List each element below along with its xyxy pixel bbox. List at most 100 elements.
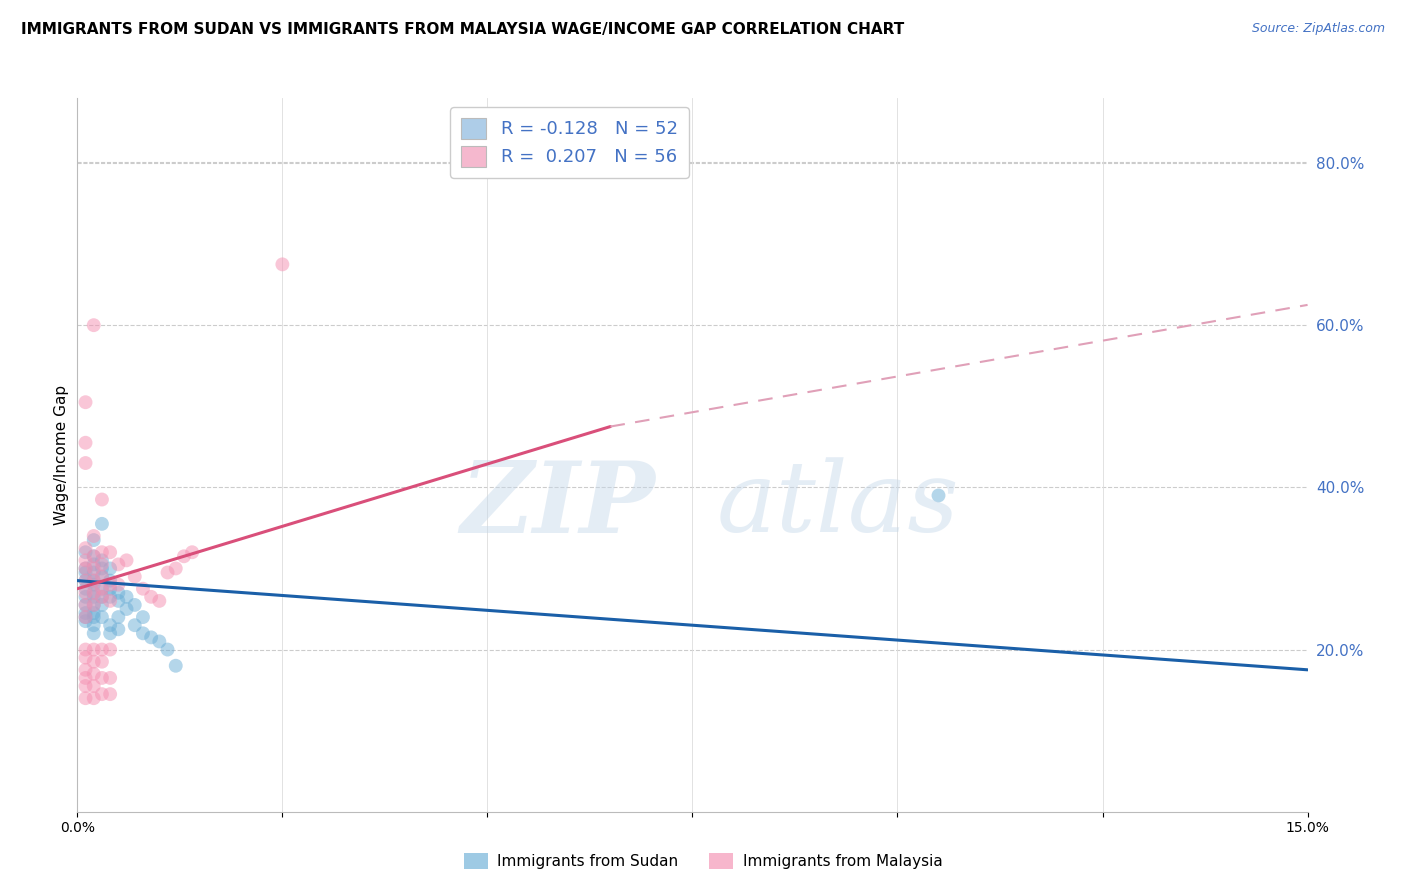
- Point: [98, 545, 121, 559]
- Text: Source: ZipAtlas.com: Source: ZipAtlas.com: [1251, 22, 1385, 36]
- Point: [75, 456, 97, 470]
- Point: [83, 549, 105, 564]
- Y-axis label: Wage/Income Gap: Wage/Income Gap: [53, 384, 69, 525]
- Point: [75, 642, 97, 657]
- Point: [107, 594, 129, 608]
- Point: [90, 545, 114, 559]
- Point: [90, 642, 114, 657]
- Point: [83, 626, 105, 640]
- Point: [271, 257, 294, 271]
- Point: [132, 626, 155, 640]
- Point: [98, 687, 121, 701]
- Point: [83, 561, 105, 575]
- Point: [75, 610, 97, 624]
- Point: [83, 586, 105, 600]
- Text: atlas: atlas: [717, 458, 960, 552]
- Text: ZIP: ZIP: [461, 457, 655, 553]
- Point: [98, 582, 121, 596]
- Point: [928, 488, 950, 502]
- Point: [90, 598, 114, 612]
- Point: [90, 655, 114, 669]
- Point: [181, 545, 204, 559]
- Point: [75, 691, 97, 706]
- Point: [83, 549, 105, 564]
- Point: [83, 590, 105, 604]
- Point: [156, 642, 179, 657]
- Point: [90, 558, 114, 572]
- Point: [90, 492, 114, 507]
- Point: [83, 586, 105, 600]
- Point: [75, 566, 97, 580]
- Point: [83, 666, 105, 681]
- Point: [98, 671, 121, 685]
- Point: [98, 642, 121, 657]
- Point: [148, 594, 170, 608]
- Point: [75, 586, 97, 600]
- Point: [75, 614, 97, 628]
- Point: [90, 590, 114, 604]
- Point: [75, 561, 97, 575]
- Point: [83, 598, 105, 612]
- Point: [98, 574, 121, 588]
- Point: [83, 533, 105, 547]
- Point: [115, 553, 138, 567]
- Point: [124, 618, 146, 632]
- Point: [165, 658, 187, 673]
- Point: [75, 663, 97, 677]
- Point: [115, 602, 138, 616]
- Point: [83, 618, 105, 632]
- Point: [107, 610, 129, 624]
- Point: [98, 590, 121, 604]
- Point: [107, 558, 129, 572]
- Point: [83, 529, 105, 543]
- Point: [75, 650, 97, 665]
- Point: [98, 626, 121, 640]
- Point: [90, 582, 114, 596]
- Point: [75, 598, 97, 612]
- Point: [75, 590, 97, 604]
- Point: [124, 569, 146, 583]
- Point: [75, 553, 97, 567]
- Point: [90, 590, 114, 604]
- Point: [75, 545, 97, 559]
- Point: [165, 561, 187, 575]
- Point: [132, 610, 155, 624]
- Text: IMMIGRANTS FROM SUDAN VS IMMIGRANTS FROM MALAYSIA WAGE/INCOME GAP CORRELATION CH: IMMIGRANTS FROM SUDAN VS IMMIGRANTS FROM…: [21, 22, 904, 37]
- Point: [75, 541, 97, 556]
- Point: [98, 561, 121, 575]
- Point: [90, 569, 114, 583]
- Point: [90, 582, 114, 596]
- Point: [83, 691, 105, 706]
- Point: [90, 671, 114, 685]
- Point: [156, 566, 179, 580]
- Point: [83, 318, 105, 333]
- Point: [107, 577, 129, 591]
- Point: [75, 606, 97, 620]
- Point: [98, 594, 121, 608]
- Point: [75, 574, 97, 588]
- Point: [83, 610, 105, 624]
- Point: [107, 586, 129, 600]
- Point: [115, 590, 138, 604]
- Point: [90, 561, 114, 575]
- Point: [83, 558, 105, 572]
- Point: [75, 671, 97, 685]
- Point: [75, 395, 97, 409]
- Point: [83, 577, 105, 591]
- Point: [124, 598, 146, 612]
- Point: [75, 610, 97, 624]
- Point: [83, 606, 105, 620]
- Point: [141, 590, 163, 604]
- Point: [83, 574, 105, 588]
- Point: [83, 574, 105, 588]
- Point: [90, 516, 114, 531]
- Point: [141, 631, 163, 645]
- Point: [83, 642, 105, 657]
- Point: [75, 561, 97, 575]
- Point: [75, 679, 97, 693]
- Point: [90, 569, 114, 583]
- Point: [107, 622, 129, 636]
- Point: [75, 598, 97, 612]
- Point: [90, 553, 114, 567]
- Point: [90, 610, 114, 624]
